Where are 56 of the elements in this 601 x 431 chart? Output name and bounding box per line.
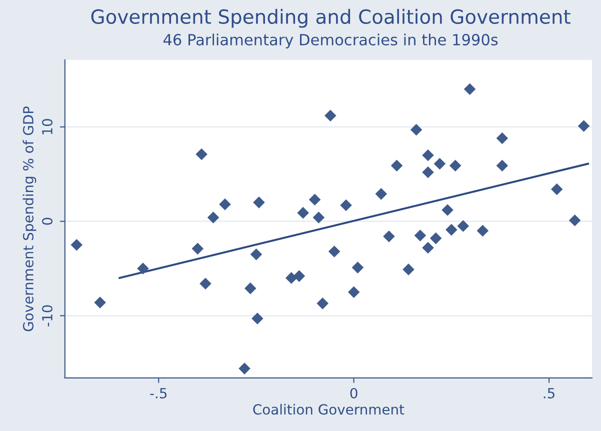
point bbox=[328, 246, 340, 258]
point bbox=[464, 83, 476, 96]
point bbox=[207, 212, 220, 224]
point bbox=[434, 158, 446, 170]
point bbox=[244, 282, 256, 294]
point bbox=[200, 278, 212, 290]
point bbox=[251, 312, 264, 324]
point bbox=[297, 206, 309, 219]
point bbox=[422, 242, 434, 254]
point bbox=[324, 110, 336, 122]
point bbox=[285, 272, 298, 284]
chart-title: Government Spending and Coalition Government bbox=[91, 8, 570, 28]
point bbox=[390, 160, 403, 172]
point bbox=[442, 204, 454, 216]
point bbox=[422, 166, 434, 178]
x-tick-label: 0 bbox=[350, 388, 358, 398]
point bbox=[422, 149, 434, 162]
point bbox=[308, 194, 321, 206]
y-axis-title: Government Spending % of GDP bbox=[22, 106, 36, 332]
point bbox=[253, 196, 265, 208]
point bbox=[446, 224, 458, 236]
point bbox=[94, 296, 106, 308]
point bbox=[410, 124, 422, 136]
point bbox=[430, 232, 442, 244]
point bbox=[568, 214, 581, 226]
point bbox=[196, 148, 208, 160]
point bbox=[375, 188, 388, 200]
point bbox=[348, 286, 360, 298]
point bbox=[402, 264, 414, 276]
point bbox=[578, 120, 590, 132]
point bbox=[352, 262, 364, 274]
point bbox=[219, 198, 231, 210]
y-tick-label: 0 bbox=[42, 218, 52, 225]
x-axis-title: Coalition Government bbox=[253, 404, 404, 415]
point bbox=[414, 230, 426, 242]
point bbox=[383, 230, 395, 242]
point bbox=[192, 242, 204, 255]
x-tick-label: .5 bbox=[544, 388, 554, 398]
point bbox=[496, 160, 508, 172]
point bbox=[340, 199, 352, 212]
point bbox=[238, 362, 250, 374]
point bbox=[316, 298, 328, 310]
x-tick-label: -.5 bbox=[150, 388, 167, 398]
y-tick-label: 10 bbox=[42, 119, 52, 134]
chart-subtitle: 46 Parliamentary Democracies in the 1990s bbox=[163, 34, 498, 48]
point bbox=[476, 224, 489, 237]
point bbox=[496, 132, 508, 144]
y-tick-label: -10 bbox=[42, 305, 52, 326]
point bbox=[550, 183, 563, 196]
point bbox=[449, 160, 462, 172]
point bbox=[293, 270, 306, 282]
point bbox=[250, 248, 262, 260]
point bbox=[312, 212, 325, 224]
point bbox=[70, 239, 83, 251]
point bbox=[137, 262, 149, 274]
point bbox=[457, 220, 470, 232]
